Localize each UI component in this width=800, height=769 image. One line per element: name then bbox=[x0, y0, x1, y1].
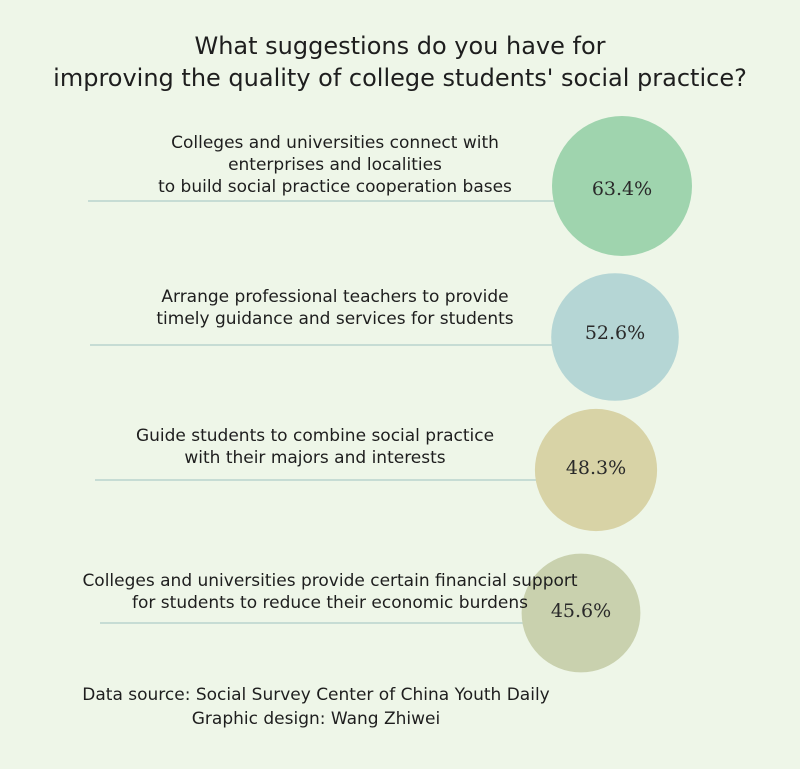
value-label-1: 63.4% bbox=[592, 178, 652, 200]
item-label-1-line-2: enterprises and localities bbox=[228, 155, 442, 175]
chart-title-line-2: improving the quality of college student… bbox=[53, 64, 747, 92]
bubble-2 bbox=[551, 273, 679, 401]
item-label-3-line-2: with their majors and interests bbox=[184, 448, 446, 468]
item-label-4-line-1: Colleges and universities provide certai… bbox=[82, 571, 578, 591]
bubble-4 bbox=[521, 553, 641, 673]
graphic-design-text: Graphic design: Wang Zhiwei bbox=[191, 709, 441, 729]
item-label-2-line-1: Arrange professional teachers to provide bbox=[161, 287, 509, 307]
item-label-2: Arrange professional teachers to provide… bbox=[75, 286, 595, 330]
data-source-text: Data source: Social Survey Center of Chi… bbox=[82, 685, 550, 705]
item-label-1: Colleges and universities connect with en… bbox=[75, 132, 595, 198]
item-label-3-line-1: Guide students to combine social practic… bbox=[135, 426, 495, 446]
item-label-1-line-3: to build social practice cooperation bas… bbox=[158, 177, 512, 197]
bubble-1 bbox=[552, 116, 692, 256]
credits: Data source: Social Survey Center of Chi… bbox=[0, 683, 632, 731]
value-label-3: 48.3% bbox=[566, 457, 626, 479]
item-label-4-line-2: for students to reduce their economic bu… bbox=[132, 593, 528, 613]
item-label-2-line-2: timely guidance and services for student… bbox=[156, 309, 514, 329]
bubble-3 bbox=[534, 408, 658, 532]
chart-title: What suggestions do you have for improvi… bbox=[0, 30, 800, 94]
item-label-4: Colleges and universities provide certai… bbox=[70, 570, 590, 614]
item-label-1-line-1: Colleges and universities connect with bbox=[171, 133, 499, 153]
chart-title-line-1: What suggestions do you have for bbox=[194, 32, 606, 60]
value-label-4: 45.6% bbox=[551, 600, 611, 622]
item-label-3: Guide students to combine social practic… bbox=[55, 425, 575, 469]
value-label-2: 52.6% bbox=[585, 322, 645, 344]
